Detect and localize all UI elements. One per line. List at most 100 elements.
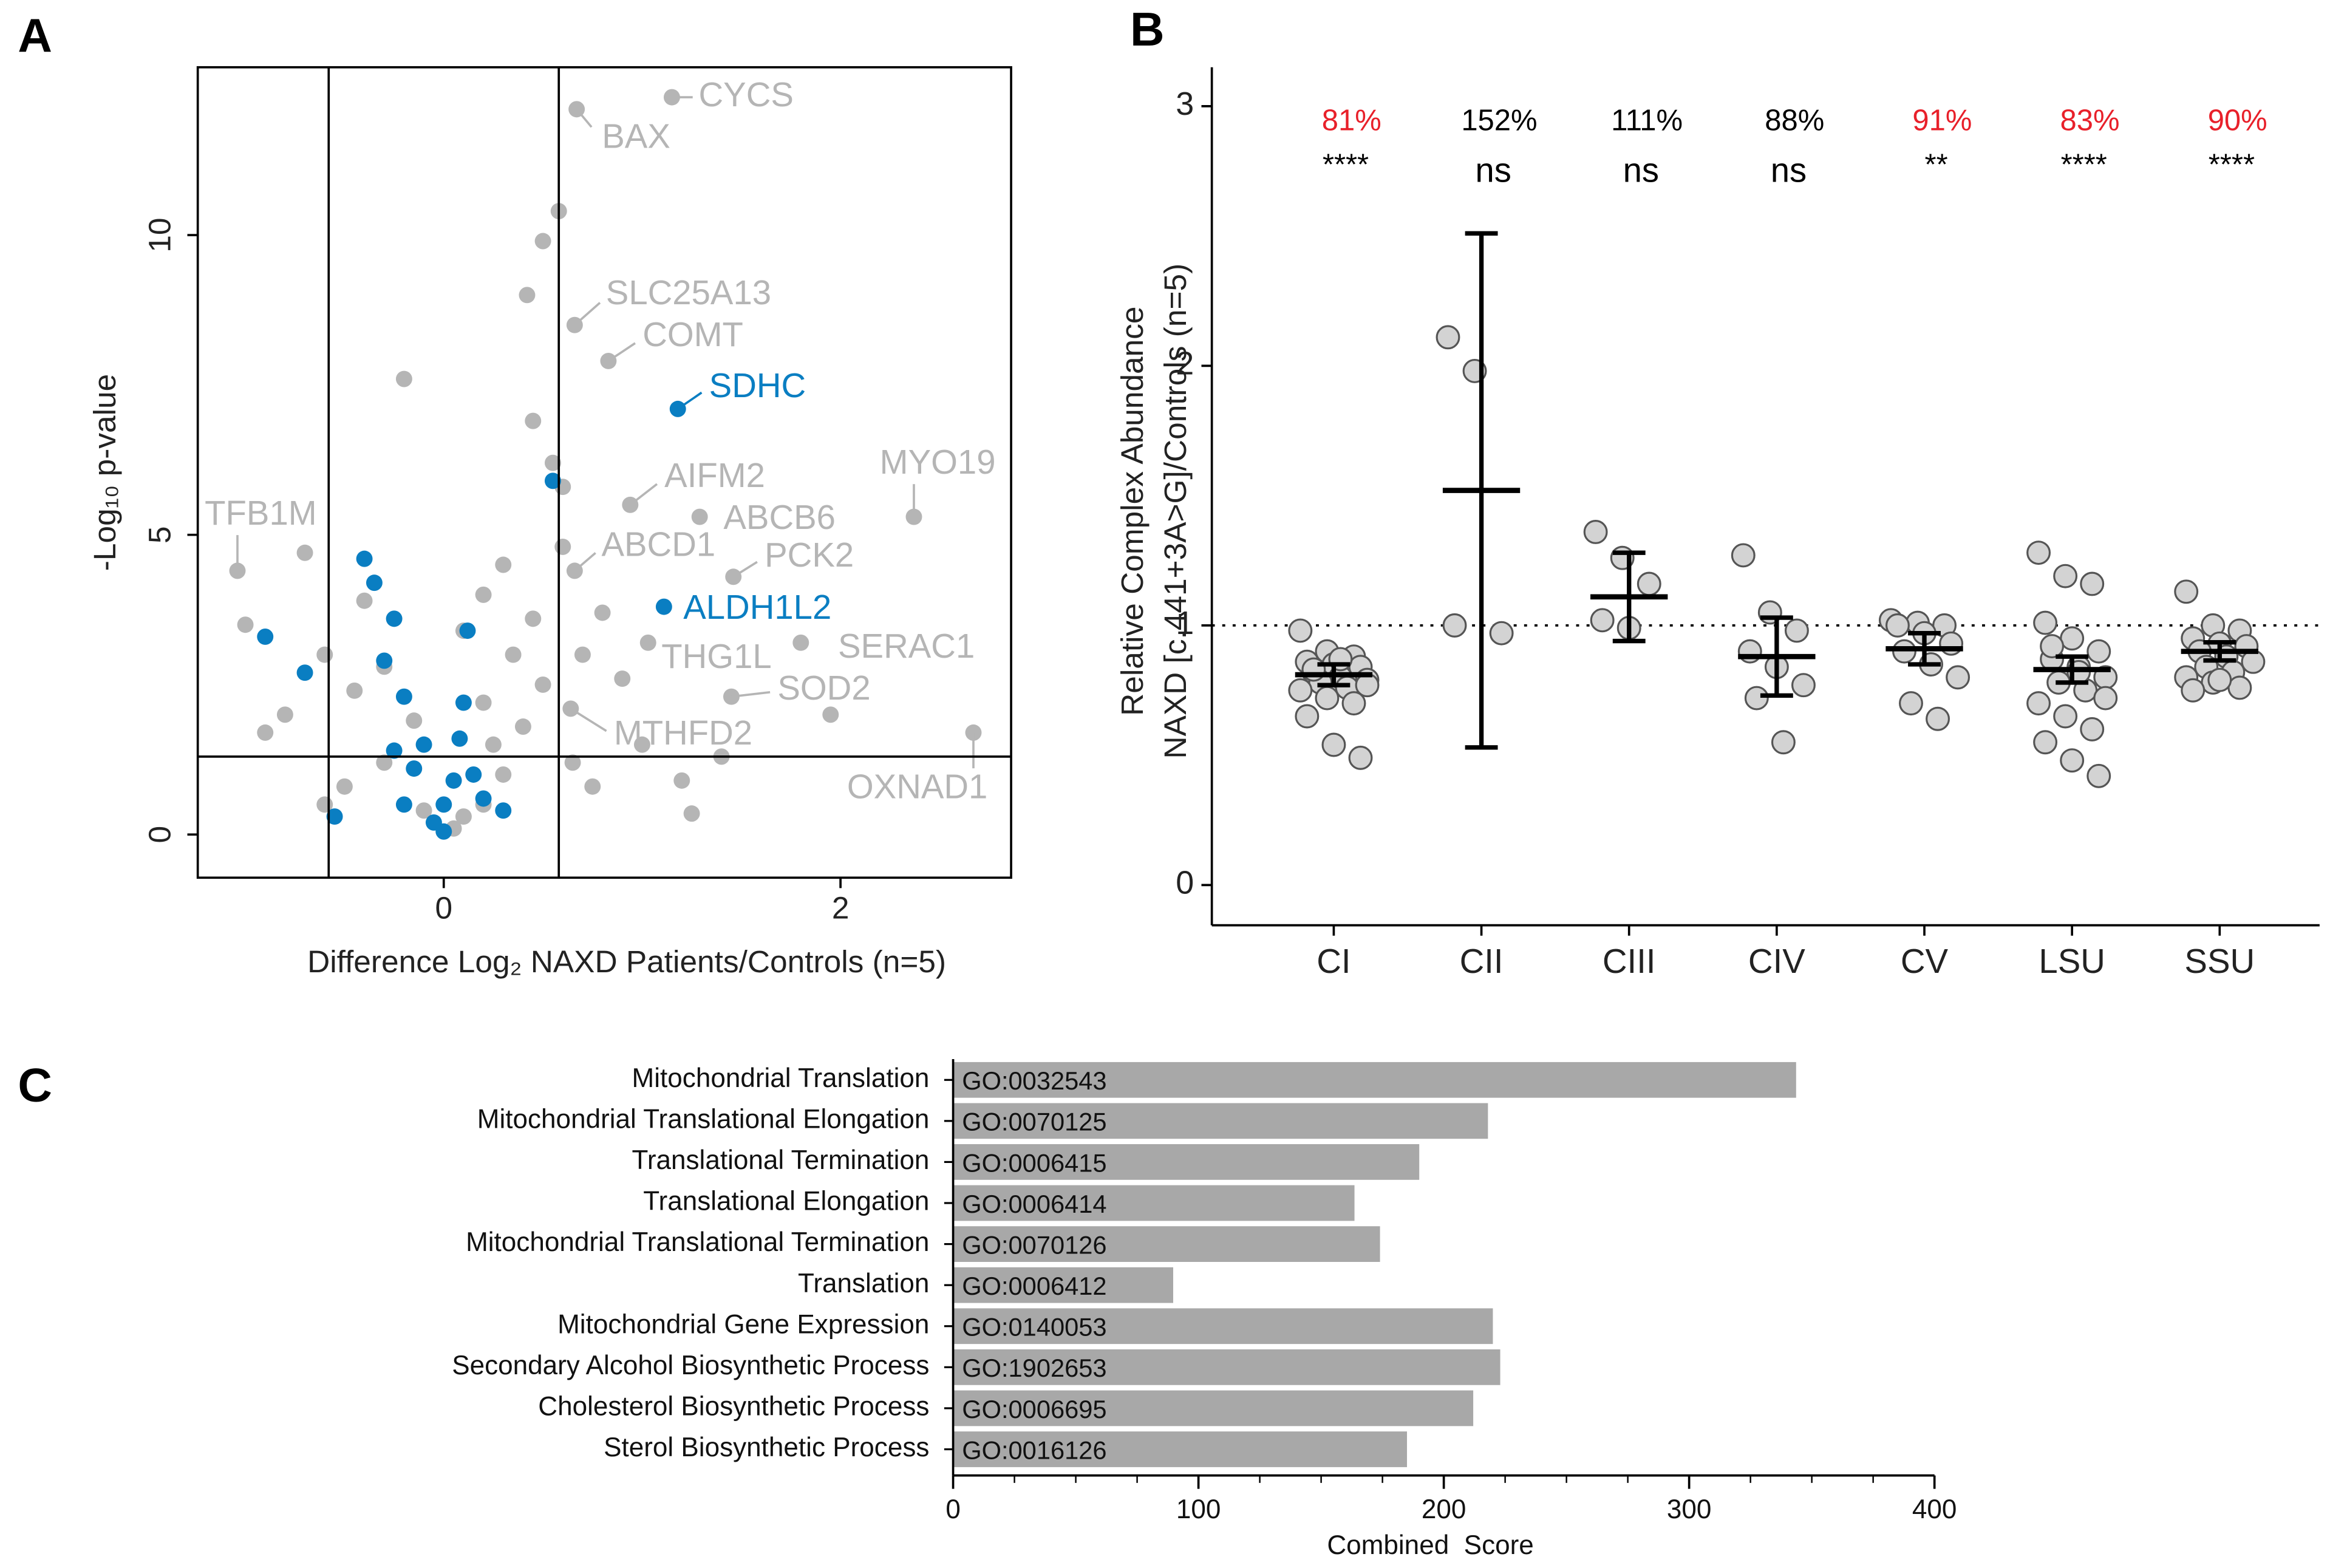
x-tick-label: SSU [2184, 942, 2255, 980]
data-point [673, 772, 690, 789]
data-point [2026, 540, 2051, 565]
y-tick-label: 5 [141, 526, 177, 544]
data-point [1939, 631, 1964, 656]
data-point [356, 592, 373, 609]
data-point [2053, 704, 2078, 729]
data-point [455, 808, 472, 825]
significance-label: ** [1925, 149, 1948, 182]
data-point [1731, 543, 1756, 568]
bar [953, 1349, 1501, 1385]
leader-line [732, 561, 758, 578]
x-axis-label: Difference Log₂ NAXD Patients/Controls (… [307, 944, 946, 979]
x-tick-label: CI [1317, 942, 1351, 980]
data-point [2174, 579, 2199, 604]
significance-label: ns [1771, 151, 1807, 189]
x-tick-label: 300 [1667, 1495, 1712, 1524]
data-point [1321, 732, 1346, 757]
data-point [475, 790, 492, 807]
data-point [1442, 613, 1467, 638]
point-label: ABCD1 [601, 525, 715, 564]
y-tick-label: 0 [1176, 865, 1194, 901]
data-point [356, 550, 373, 567]
data-point [1771, 730, 1796, 755]
point-label: COMT [642, 315, 743, 353]
data-point [2060, 626, 2085, 651]
bar [953, 1185, 1355, 1221]
bar-label: GO:0070125 [962, 1108, 1106, 1136]
leader-line [731, 691, 771, 698]
point-label: ALDH1L2 [683, 588, 831, 626]
x-tick-label: 100 [1176, 1495, 1221, 1524]
x-tick-label: LSU [2039, 942, 2105, 980]
data-point [544, 472, 561, 489]
y-tick-label: Mitochondrial Translational Termination [466, 1227, 929, 1257]
data-point [2033, 610, 2058, 635]
data-point [564, 754, 581, 771]
bar-label: GO:0032543 [962, 1066, 1106, 1095]
significance-label: ns [1623, 151, 1659, 189]
y-tick-label: 3 [1176, 86, 1194, 122]
data-point [495, 766, 512, 783]
leader-line [570, 707, 607, 732]
data-point [1791, 673, 1816, 698]
data-point [455, 694, 472, 711]
bar [953, 1062, 1796, 1098]
data-point [1583, 520, 1608, 544]
significance-label: **** [2209, 149, 2255, 182]
data-point [2093, 686, 2118, 711]
bar-label: GO:1902653 [962, 1354, 1106, 1382]
data-point [445, 772, 462, 789]
y-tick-label: Secondary Alcohol Biosynthetic Process [452, 1351, 929, 1380]
data-point [2086, 763, 2111, 788]
data-point [633, 736, 650, 753]
leader-line [629, 483, 658, 506]
value-label: 90% [2208, 104, 2267, 137]
data-point [1885, 613, 1910, 638]
data-point [406, 712, 423, 729]
data-point [1348, 745, 1373, 770]
bar-label: GO:0006414 [962, 1190, 1106, 1218]
x-tick-label: 400 [1912, 1495, 1957, 1524]
x-tick-label: CIV [1748, 942, 1805, 980]
data-point [1590, 608, 1615, 633]
panel-letter: C [18, 1058, 52, 1112]
data-point [415, 802, 432, 819]
point-label: SERAC1 [838, 627, 975, 665]
data-point [475, 586, 492, 603]
point-label: ABCB6 [723, 498, 836, 536]
y-tick-label: Mitochondrial Gene Expression [557, 1309, 929, 1339]
point-label: SLC25A13 [606, 273, 771, 312]
bar-label: GO:0016126 [962, 1436, 1106, 1464]
x-tick-label: 0 [945, 1495, 961, 1524]
point-label: MYO19 [880, 443, 996, 481]
data-point [792, 634, 809, 651]
data-point [2181, 678, 2206, 703]
significance-label: **** [2061, 149, 2107, 182]
panel-letter: B [1130, 2, 1165, 56]
bar-label: GO:0140053 [962, 1313, 1106, 1341]
x-tick-label: 200 [1422, 1495, 1466, 1524]
data-point [2040, 634, 2065, 659]
data-point [459, 622, 476, 639]
y-tick-label: 10 [141, 218, 177, 253]
x-tick-label: 0 [435, 890, 452, 925]
y-tick-label: Mitochondrial Translational Elongation [477, 1104, 930, 1134]
data-point [395, 688, 412, 705]
leader-line [607, 342, 636, 362]
data-point [485, 736, 502, 753]
y-tick-label: 2 [1176, 346, 1194, 382]
data-point [257, 628, 274, 645]
bar [953, 1144, 1420, 1180]
point-label: PCK2 [765, 536, 854, 574]
data-point [276, 706, 293, 723]
data-point [395, 370, 412, 387]
data-point [296, 664, 313, 681]
y-tick-label: Cholesterol Biosynthetic Process [538, 1392, 929, 1422]
data-point [1315, 686, 1340, 711]
data-point [415, 736, 432, 753]
data-point [525, 610, 542, 627]
bar [953, 1267, 1173, 1303]
data-point [451, 730, 468, 747]
data-point [346, 682, 363, 699]
